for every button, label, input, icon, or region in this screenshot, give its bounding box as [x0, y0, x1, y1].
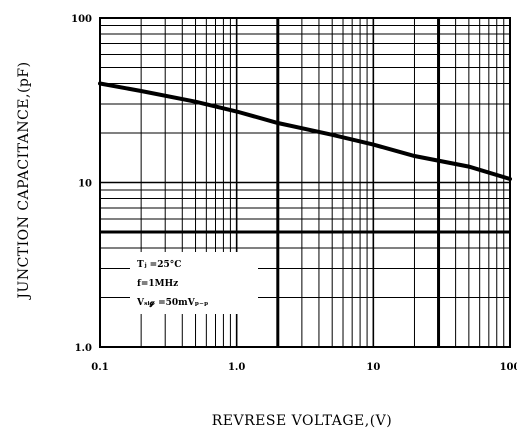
- plot-frame: [99, 17, 511, 348]
- note-line-1: Tⱼ =25°C: [137, 260, 181, 270]
- x-tick-labels: 0.1 1.0 10 100: [91, 362, 517, 373]
- y-tick-label: 1.0: [75, 343, 92, 354]
- note-line-2: f=1MHz: [137, 279, 178, 289]
- x-axis-title: REVRESE VOLTAGE,(V): [212, 413, 392, 429]
- note-line-3: Vₛᵢ𝓰 =50mVₚ₋ₚ: [136, 298, 208, 308]
- x-tick-label: 100: [500, 362, 517, 373]
- y-tick-label: 10: [78, 179, 92, 190]
- grid: [99, 18, 510, 348]
- x-tick-label: 10: [366, 362, 380, 373]
- annotation-box: [130, 252, 258, 314]
- y-tick-labels: 1.0 10 100: [71, 14, 92, 354]
- y-tick-label: 100: [71, 14, 92, 25]
- x-tick-label: 0.1: [91, 362, 108, 373]
- major-grid: [100, 18, 510, 347]
- y-axis-title: JUNCTION CAPACITANCE,(pF): [16, 61, 32, 300]
- x-tick-label: 1.0: [228, 362, 245, 373]
- capacitance-curve: [98, 81, 512, 181]
